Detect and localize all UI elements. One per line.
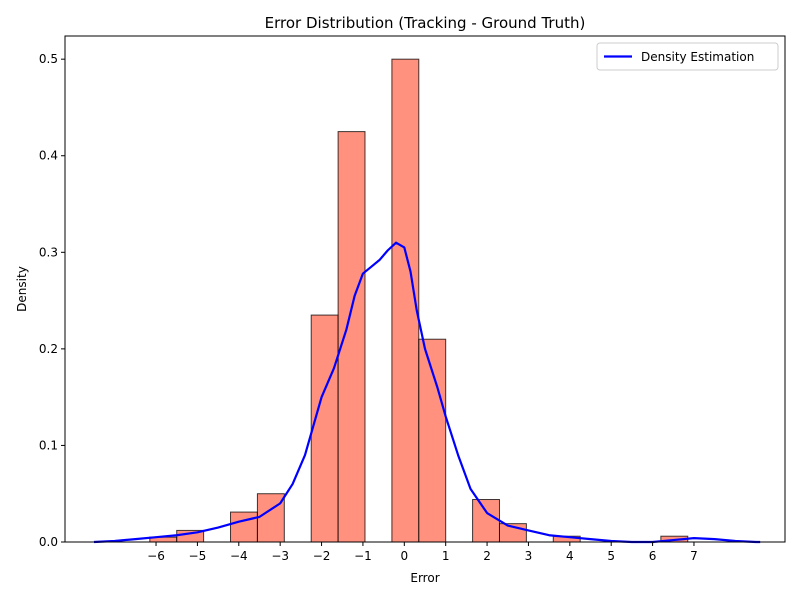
y-axis-ticks: 0.0 0.1 0.2 0.3 0.4 0.5 [39, 52, 65, 549]
y-tick-label: 0.0 [39, 535, 58, 549]
y-tick-label: 0.1 [39, 438, 58, 452]
x-axis-ticks: −6 −5 −4 −3 −2 −1 0 1 2 3 4 5 6 7 [147, 542, 698, 563]
chart-title: Error Distribution (Tracking - Ground Tr… [265, 14, 586, 32]
x-tick-label: −6 [147, 549, 165, 563]
histogram-bar-3 [256, 493, 285, 543]
histogram-bar-8 [472, 499, 500, 543]
legend-label-density: Density Estimation [641, 50, 754, 64]
x-tick-label: 2 [483, 549, 491, 563]
x-tick-label: 7 [690, 549, 698, 563]
x-tick-label: −4 [230, 549, 248, 563]
x-tick-label: −2 [313, 549, 331, 563]
x-tick-label: −3 [271, 549, 289, 563]
legend: Density Estimation [596, 42, 779, 71]
x-tick-label: 5 [607, 549, 615, 563]
histogram-bar-2 [230, 511, 258, 543]
y-tick-label: 0.3 [39, 245, 58, 259]
x-axis-label: Error [410, 571, 439, 585]
x-tick-label: 0 [400, 549, 408, 563]
x-tick-label: 3 [525, 549, 533, 563]
x-tick-label: 4 [566, 549, 574, 563]
y-tick-label: 0.5 [39, 52, 58, 66]
legend-box [596, 42, 779, 71]
x-tick-label: −5 [189, 549, 207, 563]
x-tick-label: −1 [354, 549, 372, 563]
x-tick-label: 6 [649, 549, 657, 563]
plot-frame [64, 35, 786, 543]
y-tick-label: 0.2 [39, 342, 58, 356]
y-tick-label: 0.4 [39, 149, 58, 163]
y-axis-label: Density [15, 266, 29, 312]
histogram-bar-5 [337, 131, 366, 543]
histogram-bar-4 [310, 314, 339, 543]
x-tick-label: 1 [442, 549, 450, 563]
